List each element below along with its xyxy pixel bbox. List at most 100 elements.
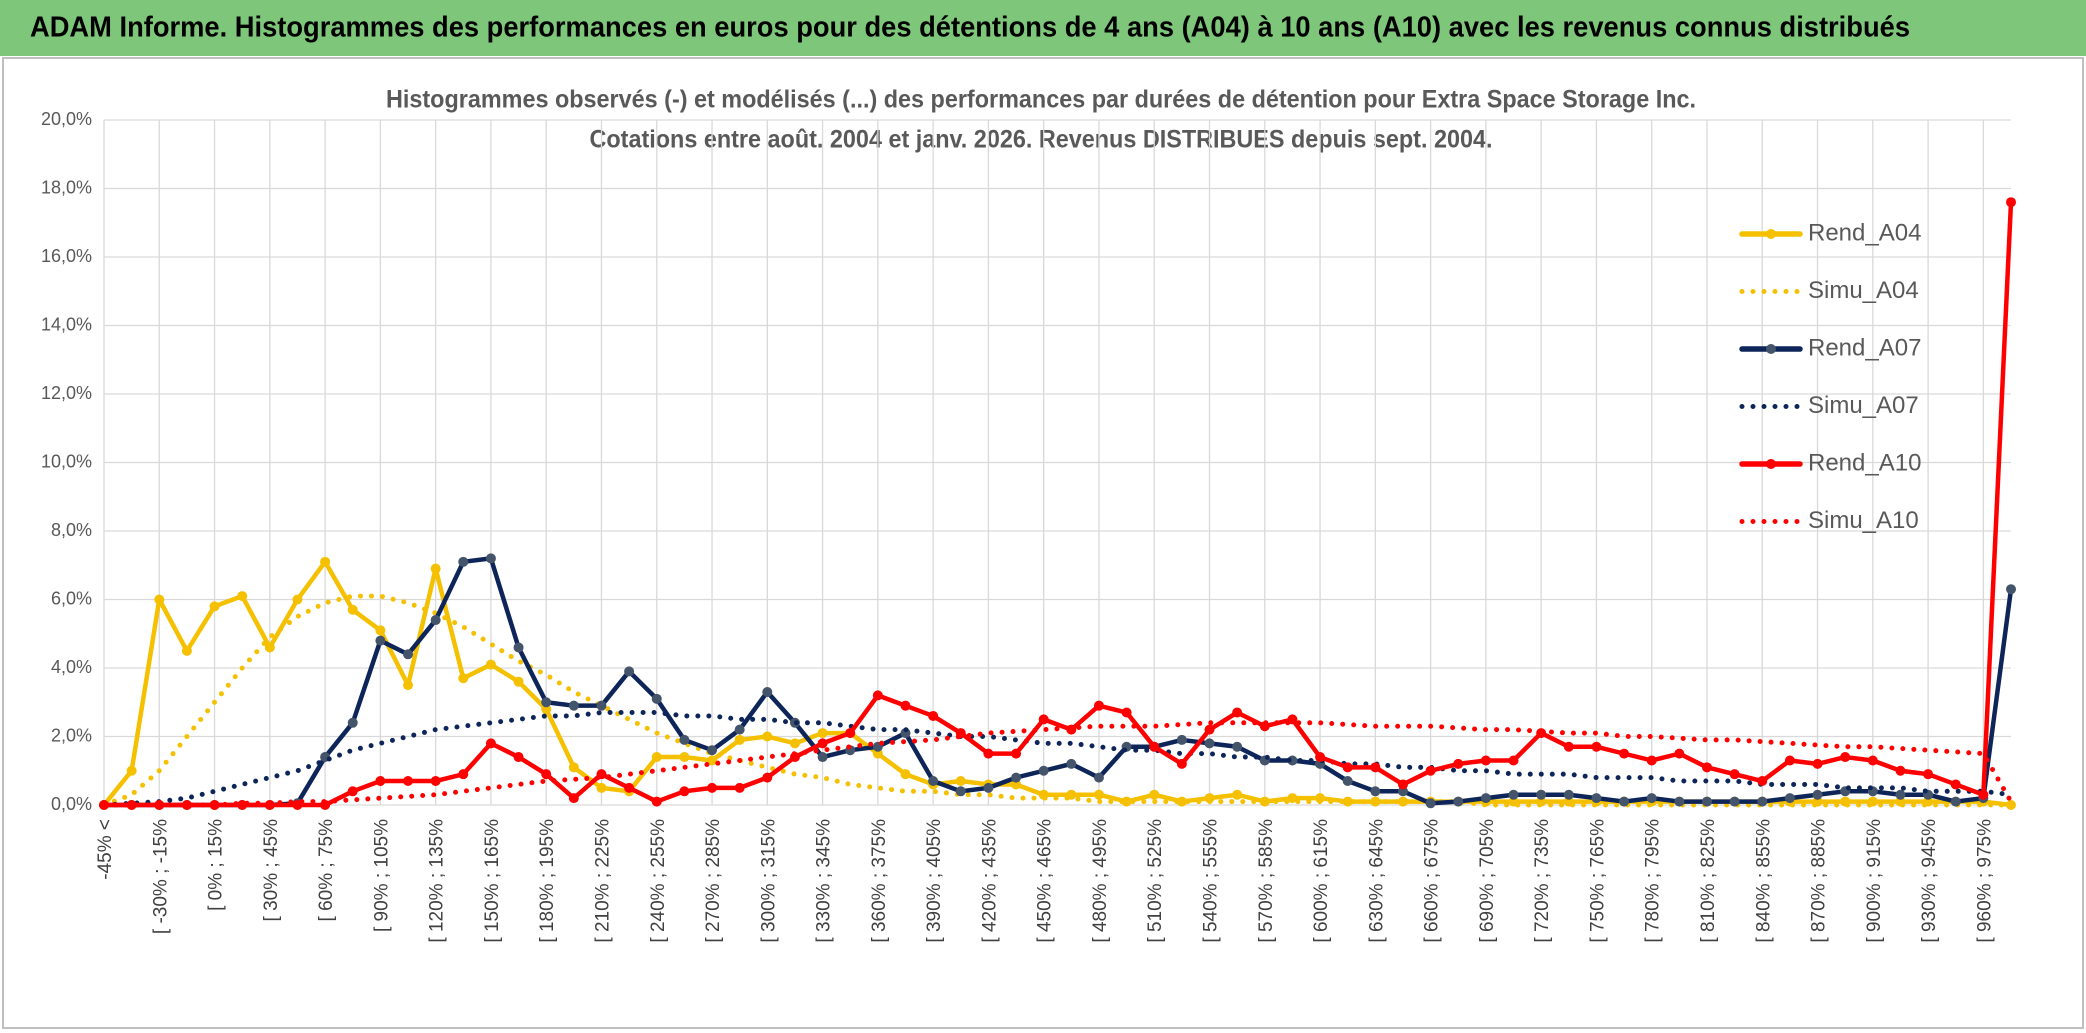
x-tick-label: [ 90% ; 105%	[371, 819, 392, 932]
x-tick-label: [ 510% ; 525%	[1145, 819, 1166, 943]
x-tick-label: [ 600% ; 615%	[1311, 819, 1332, 943]
data-point	[403, 649, 414, 660]
data-point	[983, 782, 994, 793]
data-point	[1342, 796, 1353, 807]
data-point	[485, 738, 496, 749]
data-point	[513, 642, 524, 653]
y-tick-label: 4,0%	[51, 657, 92, 677]
data-point	[1536, 789, 1547, 800]
data-point	[872, 690, 883, 701]
data-point	[430, 563, 441, 574]
x-tick-label: [ 570% ; 585%	[1256, 819, 1277, 943]
data-point	[1176, 758, 1187, 769]
data-point	[264, 642, 275, 653]
data-point	[624, 782, 635, 793]
data-point	[1867, 755, 1878, 766]
data-point	[651, 693, 662, 704]
data-point	[347, 604, 358, 615]
y-tick-label: 2,0%	[51, 725, 92, 745]
data-point	[541, 704, 552, 715]
data-point	[1619, 748, 1630, 759]
model-line	[101, 593, 2014, 808]
data-point	[734, 724, 745, 735]
y-tick-label: 6,0%	[51, 588, 92, 608]
data-point	[624, 666, 635, 677]
data-point	[513, 752, 524, 763]
data-point	[679, 786, 690, 797]
data-point	[347, 717, 358, 728]
x-tick-label: [ 840% ; 855%	[1753, 819, 1774, 943]
data-point	[955, 786, 966, 797]
x-tick-label: [ 390% ; 405%	[924, 819, 945, 943]
data-point	[1425, 798, 1436, 809]
data-point	[817, 728, 828, 739]
data-point	[1812, 758, 1823, 769]
x-tick-label: [ 300% ; 315%	[758, 819, 779, 943]
x-tick-label: [ 750% ; 765%	[1587, 819, 1608, 943]
legend-marker	[1766, 344, 1776, 354]
x-tick-label: [ 360% ; 375%	[869, 819, 890, 943]
x-tick-label: [ 0% ; 15%	[206, 819, 227, 911]
data-point	[1038, 714, 1049, 725]
data-point	[237, 591, 248, 602]
data-point	[679, 734, 690, 745]
legend-label: Simu_A07	[1808, 392, 1919, 419]
data-point	[872, 748, 883, 759]
data-point	[2006, 197, 2016, 208]
legend-marker	[1766, 229, 1776, 239]
data-point	[568, 700, 579, 711]
data-point	[126, 800, 137, 810]
data-point	[1121, 707, 1132, 718]
data-point	[1011, 748, 1022, 759]
model-line	[101, 710, 2014, 808]
data-point	[1895, 765, 1906, 776]
data-point	[1093, 772, 1104, 783]
data-point	[1784, 793, 1795, 804]
data-point	[1453, 758, 1464, 769]
data-point	[1176, 796, 1187, 807]
y-tick-label: 0,0%	[51, 794, 92, 814]
data-point	[1397, 796, 1408, 807]
data-point	[1342, 776, 1353, 787]
data-point	[568, 762, 579, 773]
x-tick-label: [ 420% ; 435%	[979, 819, 1000, 943]
data-point	[320, 556, 331, 567]
data-point	[513, 676, 524, 687]
data-point	[430, 615, 441, 626]
model-line	[101, 720, 2014, 808]
chart-subtitle: Cotations entre août. 2004 et janv. 2026…	[590, 126, 1493, 154]
data-point	[734, 734, 745, 745]
data-point	[651, 752, 662, 763]
data-point	[1453, 796, 1464, 807]
data-point	[900, 769, 911, 780]
legend-label: Simu_A10	[1808, 507, 1919, 534]
y-tick-label: 16,0%	[41, 246, 92, 266]
data-point	[541, 697, 552, 708]
legend-label: Rend_A04	[1808, 219, 1921, 246]
data-point	[1646, 755, 1657, 766]
data-point	[1480, 793, 1491, 804]
x-tick-label: [ 900% ; 915%	[1864, 819, 1885, 943]
data-point	[1480, 755, 1491, 766]
x-tick-label: [ 240% ; 255%	[648, 819, 669, 943]
data-point	[1315, 752, 1326, 763]
data-point	[1978, 789, 1989, 800]
data-point	[347, 786, 358, 797]
x-tick-label: [ 180% ; 195%	[537, 819, 558, 943]
y-tick-label: 10,0%	[41, 451, 92, 471]
data-point	[1232, 707, 1243, 718]
data-point	[403, 680, 414, 691]
x-tick-label: [ 270% ; 285%	[703, 819, 724, 943]
data-point	[596, 782, 607, 793]
data-point	[707, 755, 718, 766]
data-point	[1287, 793, 1298, 804]
data-point	[541, 769, 552, 780]
observed-line	[101, 556, 2014, 808]
data-point	[2006, 800, 2016, 810]
x-tick-label: [ 780% ; 795%	[1643, 819, 1664, 943]
x-tick-label: [ 660% ; 675%	[1422, 819, 1443, 943]
data-point	[1204, 738, 1215, 749]
